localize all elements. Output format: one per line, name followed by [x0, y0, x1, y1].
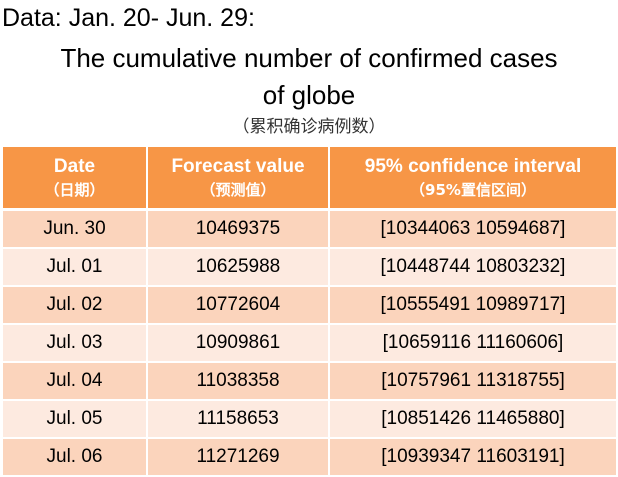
header-interval-en: 95% confidence interval — [364, 155, 582, 177]
header-forecast-en: Forecast value — [171, 155, 305, 177]
table-row: Jul. 01 10625988 [10448744 10803232] — [3, 248, 616, 287]
cell-forecast: 10625988 — [147, 248, 330, 287]
forecast-table: Date （日期） Forecast value （预测值） 95% confi… — [3, 147, 616, 477]
title-line-1: The cumulative number of confirmed cases — [60, 43, 558, 73]
header-forecast-value: Forecast value （预测值） — [147, 147, 330, 211]
cell-forecast: 10909861 — [147, 324, 330, 363]
cell-forecast: 10469375 — [147, 209, 330, 249]
table-row: Jul. 03 10909861 [10659116 11160606] — [3, 324, 616, 363]
header-confidence-interval: 95% confidence interval （95%置信区间） — [329, 147, 616, 211]
cell-date: Jul. 03 — [3, 324, 148, 363]
header-date-zh: （日期） — [44, 180, 105, 199]
table-row: Jun. 30 10469375 [10344063 10594687] — [3, 209, 616, 249]
subtitle-chinese: （累积确诊病例数） — [232, 117, 386, 137]
table-row: Jul. 05 11158653 [10851426 11465880] — [3, 400, 616, 439]
header-interval-zh: （95%置信区间） — [410, 180, 536, 199]
cell-forecast: 11038358 — [147, 362, 330, 401]
table-row: Jul. 04 11038358 [10757961 11318755] — [3, 362, 616, 401]
cell-interval: [10659116 11160606] — [329, 324, 616, 363]
cell-date: Jul. 05 — [3, 400, 148, 439]
cell-forecast: 11271269 — [147, 438, 330, 477]
header-date: Date （日期） — [3, 147, 148, 211]
cell-interval: [10757961 11318755] — [329, 362, 616, 401]
title-line-2: of globe — [262, 80, 356, 110]
cell-interval: [10939347 11603191] — [329, 438, 616, 477]
header-date-en: Date — [53, 155, 96, 177]
cell-interval: [10448744 10803232] — [329, 248, 616, 287]
cell-interval: [10344063 10594687] — [329, 209, 616, 249]
header-forecast-zh: （预测值） — [200, 180, 276, 199]
cell-date: Jul. 06 — [3, 438, 148, 477]
table-header-row: Date （日期） Forecast value （预测值） 95% confi… — [3, 147, 616, 211]
cell-date: Jul. 04 — [3, 362, 148, 401]
table-row: Jul. 06 11271269 [10939347 11603191] — [3, 438, 616, 477]
table-row: Jul. 02 10772604 [10555491 10989717] — [3, 286, 616, 325]
cell-date: Jul. 01 — [3, 248, 148, 287]
data-range-note: Data: Jan. 20- Jun. 29: — [2, 4, 255, 32]
cell-forecast: 10772604 — [147, 286, 330, 325]
cell-date: Jun. 30 — [3, 209, 148, 249]
cell-interval: [10851426 11465880] — [329, 400, 616, 439]
cell-forecast: 11158653 — [147, 400, 330, 439]
cell-interval: [10555491 10989717] — [329, 286, 616, 325]
cell-date: Jul. 02 — [3, 286, 148, 325]
